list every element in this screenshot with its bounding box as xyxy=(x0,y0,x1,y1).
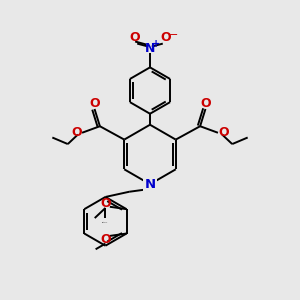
Text: O: O xyxy=(71,126,82,139)
Text: O: O xyxy=(100,233,111,246)
Text: O: O xyxy=(200,97,211,110)
Text: O: O xyxy=(89,97,100,110)
Text: O: O xyxy=(129,31,140,44)
Text: O: O xyxy=(218,126,229,139)
Text: O: O xyxy=(160,31,171,44)
Text: N: N xyxy=(145,42,155,55)
Text: methoxy: methoxy xyxy=(102,222,109,223)
Text: +: + xyxy=(152,39,160,49)
Text: −: − xyxy=(169,30,178,40)
Text: O: O xyxy=(100,197,111,210)
Text: N: N xyxy=(144,178,156,191)
